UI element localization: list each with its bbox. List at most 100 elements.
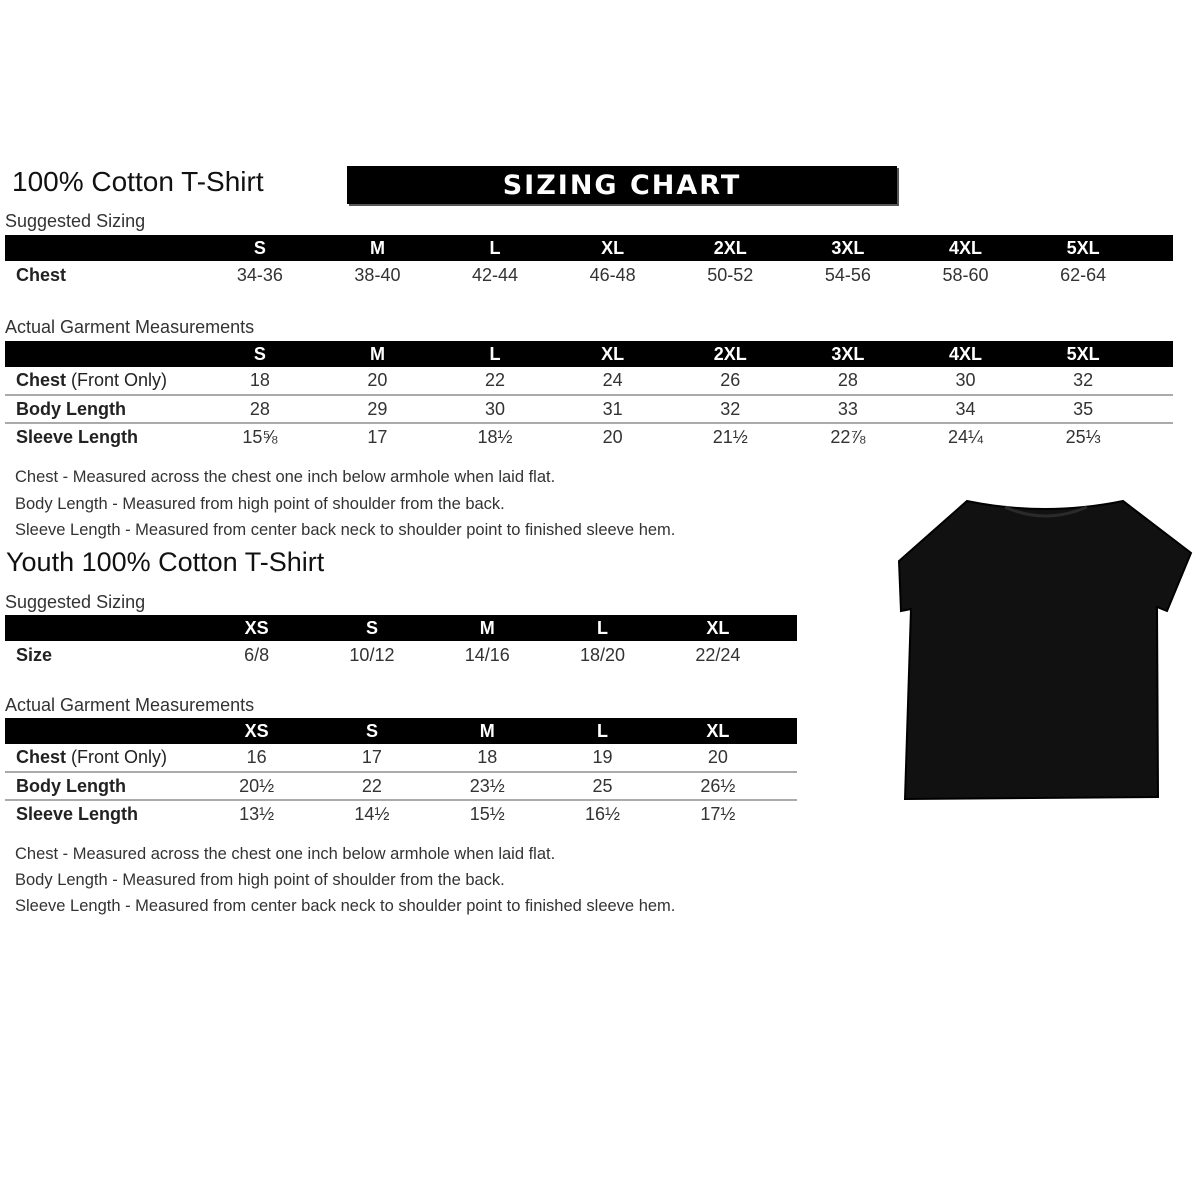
table-cell: 26½ [660, 772, 776, 801]
header-spacer [1141, 341, 1173, 367]
header-spacer [5, 615, 199, 641]
header-spacer [5, 235, 202, 261]
row-label-note: (Front Only) [71, 370, 168, 390]
table-cell: 34-36 [236, 264, 283, 285]
adult-suggested-label: Suggested Sizing [5, 211, 146, 231]
size-header: M [318, 235, 437, 261]
table-cell: 21½ [712, 427, 748, 447]
table-cell: 32 [671, 395, 790, 424]
size-header: M [429, 718, 545, 744]
row-spacer [775, 772, 798, 801]
size-header: S [314, 718, 430, 744]
table-cell: 24¼ [947, 427, 984, 447]
size-header: XL [553, 235, 672, 261]
table-cell: 58-60 [942, 264, 989, 285]
table-cell: 46-48 [589, 264, 636, 285]
table-cell: 16½ [585, 804, 621, 824]
size-header: 5XL [1024, 341, 1142, 367]
size-header: M [429, 615, 545, 641]
size-header: S [314, 615, 430, 641]
table-cell: 20 [602, 427, 623, 447]
table-cell: 42-44 [472, 264, 519, 285]
row-label: Sleeve Length [16, 804, 139, 824]
table-cell: 34 [906, 395, 1025, 424]
table-cell: 20 [318, 367, 437, 396]
table-cell: 62-64 [1060, 264, 1107, 285]
table-cell: 26 [671, 367, 790, 396]
row-spacer [775, 744, 798, 773]
table-cell: 16 [199, 744, 315, 773]
table-cell: 32 [1024, 367, 1142, 396]
size-header: 2XL [671, 341, 790, 367]
size-header-row: XS S M L XL [5, 718, 798, 744]
table-cell: 50-52 [707, 264, 754, 285]
size-header: 3XL [789, 235, 907, 261]
table-cell: 30 [436, 395, 554, 424]
row-label: Chest (Front Only) [5, 367, 202, 396]
size-header: XL [553, 341, 672, 367]
size-header: S [201, 341, 319, 367]
table-cell: 28 [789, 367, 907, 396]
size-header: S [201, 235, 319, 261]
table-cell: 33 [789, 395, 907, 424]
row-label: Size [16, 644, 53, 665]
youth-suggested-label: Suggested Sizing [5, 592, 146, 612]
table-row: Size 6/8 10/12 14/16 18/20 22/24 [5, 641, 797, 669]
row-spacer [1141, 395, 1173, 424]
table-cell: 25 [544, 772, 661, 801]
size-header: L [544, 718, 661, 744]
size-header-row: S M L XL 2XL 3XL 4XL 5XL [5, 341, 1173, 367]
table-row: Body Length 28 29 30 31 32 33 34 35 [5, 395, 1173, 424]
table-cell: 18/20 [580, 644, 626, 665]
row-label: Body Length [5, 395, 202, 424]
youth-note-sleeve: Sleeve Length - Measured from center bac… [15, 897, 676, 915]
table-cell: 18½ [477, 427, 513, 447]
table-cell: 14/16 [464, 644, 510, 665]
table-row: Chest 34-36 38-40 42-44 46-48 50-52 54-56 58-60… [5, 261, 1173, 289]
header-spacer [775, 718, 798, 744]
table-cell: 38-40 [354, 264, 401, 285]
size-header: 4XL [906, 341, 1025, 367]
table-cell: 23½ [429, 772, 545, 801]
header-spacer [5, 718, 199, 744]
table-cell: 22⅞ [830, 427, 866, 447]
table-row: Sleeve Length 13½ 14½ 15½ 16½ 17½ [5, 800, 797, 828]
youth-actual-label: Actual Garment Measurements [5, 695, 255, 715]
row-label: Chest [16, 264, 67, 285]
row-spacer [1142, 423, 1173, 451]
table-row: Chest (Front Only) 16 17 18 19 20 [5, 744, 798, 773]
size-header: L [544, 615, 661, 641]
row-spacer [1141, 367, 1173, 396]
size-header: L [436, 235, 554, 261]
row-spacer [775, 800, 797, 828]
youth-note-body: Body Length - Measured from high point o… [15, 871, 505, 889]
table-cell: 20½ [199, 772, 315, 801]
youth-note-chest: Chest - Measured across the chest one in… [15, 845, 556, 863]
adult-note-chest: Chest - Measured across the chest one in… [15, 468, 556, 486]
adult-actual-table: S M L XL 2XL 3XL 4XL 5XL Chest (Front Only) 18 20 2… [5, 341, 1173, 451]
size-header-row: S M L XL 2XL 3XL 4XL 5XL [5, 235, 1173, 261]
size-header: 4XL [906, 235, 1025, 261]
table-cell: 14½ [354, 804, 390, 824]
size-header: M [318, 341, 437, 367]
table-cell: 17 [367, 427, 388, 447]
size-header: XL [660, 615, 776, 641]
row-spacer [1142, 261, 1173, 289]
table-cell: 22/24 [695, 644, 741, 665]
table-cell: 20 [660, 744, 776, 773]
table-cell: 54-56 [824, 264, 871, 285]
table-cell: 24 [553, 367, 672, 396]
table-cell: 18 [429, 744, 545, 773]
table-row: Body Length 20½ 22 23½ 25 26½ [5, 772, 798, 801]
size-header: 5XL [1024, 235, 1142, 261]
adult-note-sleeve: Sleeve Length - Measured from center bac… [15, 521, 676, 539]
table-cell: 35 [1024, 395, 1142, 424]
header-spacer [5, 341, 202, 367]
size-header: XS [199, 615, 315, 641]
size-header: XL [660, 718, 776, 744]
black-tshirt-icon [897, 499, 1193, 801]
table-cell: 22 [436, 367, 554, 396]
row-label: Sleeve Length [16, 427, 139, 447]
size-header: L [436, 341, 554, 367]
adult-actual-label: Actual Garment Measurements [5, 317, 255, 337]
